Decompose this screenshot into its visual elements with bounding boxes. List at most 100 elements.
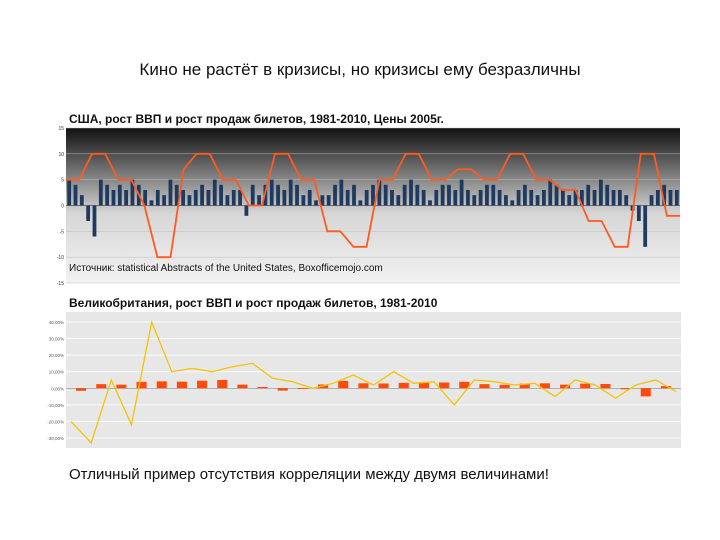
us-gdp-bar [668,190,673,206]
us-y-tick-label: -10 [57,255,64,261]
uk-gdp-bar [96,384,107,389]
us-gdp-bar [345,190,350,206]
us-gdp-bar [377,179,382,206]
uk-y-tick-label: 10,00% [49,370,64,375]
us-gdp-bar [117,184,122,206]
us-gdp-bar [674,190,679,206]
us-gdp-bar [314,200,318,206]
us-gdp-bar [130,179,135,206]
uk-y-tick-label: -10,00% [47,403,64,408]
us-gdp-bar [655,190,660,206]
us-gdp-bar [307,190,312,206]
us-gdp-bar [504,195,508,206]
uk-gdp-bar [640,388,651,397]
uk-gdp-bar [539,383,550,389]
us-gdp-bar [98,179,103,206]
us-gdp-bar [390,190,394,206]
uk-tickets-line [70,319,677,445]
uk-gdp-bar [277,388,288,391]
us-y-tick-label: 5 [61,178,64,184]
us-y-tick-label: 15 [58,126,64,132]
us-gdp-bar [516,190,521,206]
us-gdp-bar [440,184,445,206]
us-gdp-bar [181,190,186,206]
us-gdp-bar [250,184,255,206]
us-gdp-bar [371,184,375,206]
us-gdp-bar [472,195,477,206]
us-gdp-bar [124,190,129,206]
us-tickets-line [66,152,680,259]
us-gdp-bar [86,205,91,221]
us-gdp-bar [219,184,223,206]
us-gdp-bar [301,195,306,206]
us-gdp-bar [257,195,261,206]
us-gdp-bar [491,184,496,206]
us-gdp-bar [510,200,515,206]
uk-gdp-bar [418,382,429,389]
us-gdp-bar [383,184,388,206]
us-gdp-bar [358,200,363,206]
uk-gdp-bar [197,380,208,389]
us-gdp-bar [459,179,464,206]
uk-gdp-bar [660,386,671,389]
us-gdp-bar [605,184,610,206]
us-y-tick-label: -15 [57,281,64,287]
us-gdp-bar [364,190,369,206]
uk-gdp-bar [600,383,611,389]
us-gdp-bar [111,190,116,206]
uk-gdp-bar [560,384,571,389]
us-gdp-bar [320,195,325,206]
us-gdp-bar [155,190,160,206]
us-y-tick-label: -5 [60,229,65,235]
slide-title: Кино не растёт в кризисы, но кризисы ему… [139,60,581,79]
uk-gdp-bar [439,382,450,389]
uk-y-tick-label: 40,00% [49,320,64,325]
uk-gdp-bar [459,381,470,389]
us-gdp-bar [295,184,299,206]
us-gdp-bar [434,190,439,206]
us-gdp-bar [453,190,458,206]
uk-y-tick-label: 30,00% [49,337,64,342]
us-gdp-bar [143,190,148,206]
uk-gdp-bar [217,380,228,389]
us-gdp-bar [333,184,337,206]
us-gdp-bar [73,184,78,206]
us-gdp-bar [586,184,591,206]
uk-gdp-bar [580,383,591,389]
us-gdp-bar [105,184,110,206]
us-gdp-bar [567,195,572,206]
us-gdp-bar [244,205,249,216]
us-gdp-bar [206,190,211,206]
uk-gdp-bar [499,384,510,389]
us-gdp-bar [428,200,432,206]
us-gdp-bar [352,184,356,206]
uk-gdp-bar [257,386,268,389]
us-gdp-bar [592,190,597,206]
us-gdp-bar [649,195,654,206]
uk-gdp-bar [620,388,631,390]
chart-title-uk: Великобритания, рост ВВП и рост продаж б… [69,296,438,310]
us-gdp-bar [409,179,413,206]
uk-gdp-bar [378,383,389,389]
us-gdp-bar [174,184,179,206]
us-gdp-bar [225,195,230,206]
uk-gdp-bar [176,381,187,389]
chart-title-us: США, рост ВВП и рост продаж билетов, 198… [69,112,444,126]
us-gdp-bar [396,195,401,206]
uk-y-tick-label: -20,00% [47,419,64,424]
uk-plot-area [66,312,681,448]
us-gdp-bar [611,190,616,206]
us-gdp-bar [617,190,622,206]
uk-y-tick-label: 0,00% [51,386,64,391]
us-gdp-bar [497,190,502,206]
us-gdp-bar [542,190,546,206]
us-gdp-bar [339,179,344,206]
us-gdp-bar [662,184,667,206]
us-gdp-bar [149,200,154,206]
us-y-tick-label: 0 [61,204,64,210]
uk-gdp-bar [297,387,308,389]
us-gdp-bar [560,190,565,206]
us-gdp-bar [238,190,242,206]
us-gdp-bar [231,190,236,206]
